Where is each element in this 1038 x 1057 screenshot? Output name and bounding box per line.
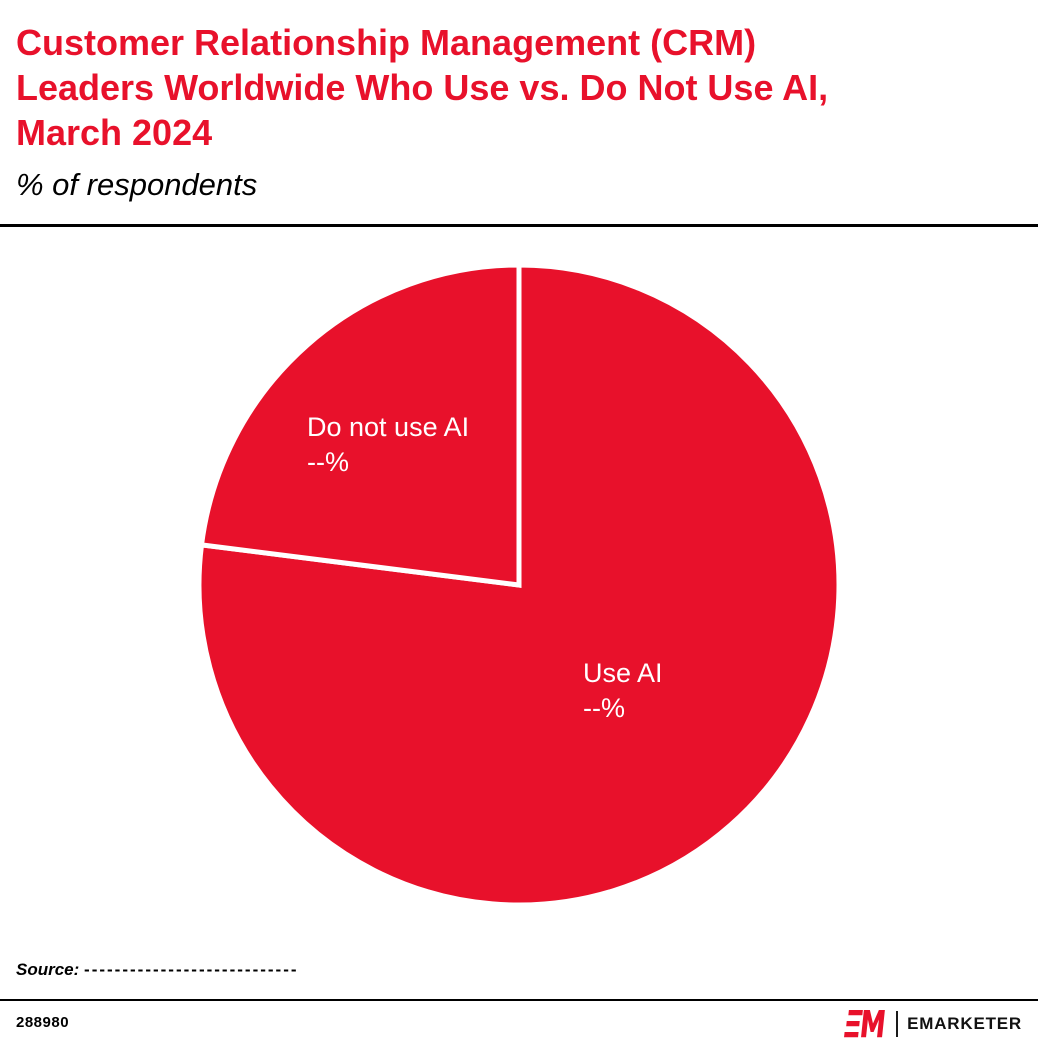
chart-title-line-2: Leaders Worldwide Who Use vs. Do Not Use…	[16, 67, 829, 108]
chart-title-line-3: March 2024	[16, 112, 213, 153]
brand-name: EMARKETER	[907, 1014, 1022, 1033]
pie-label-use-ai-value: --%	[583, 693, 625, 723]
source-value: ----------------------------	[84, 960, 299, 979]
chart-subtitle: % of respondents	[16, 167, 258, 202]
emarketer-logo: EMARKETER	[841, 1006, 1022, 1042]
pie-slice-do-not-use-ai	[198, 262, 522, 588]
footer-divider-rule	[0, 999, 1038, 1001]
header-divider-rule	[0, 224, 1038, 227]
chart-title: Customer Relationship Management (CRM) L…	[16, 20, 828, 155]
source-label: Source:	[16, 960, 80, 979]
pie-label-use-ai: Use AI --%	[583, 656, 663, 726]
pie-label-do-not-use-ai-text: Do not use AI	[307, 412, 470, 442]
source-row: Source: ----------------------------	[16, 960, 299, 980]
emarketer-logo-mark-icon	[844, 1010, 886, 1038]
pie-label-do-not-use-ai: Do not use AI --%	[307, 410, 469, 480]
chart-title-line-1: Customer Relationship Management (CRM)	[16, 22, 757, 63]
logo-separator	[896, 1011, 899, 1037]
pie-label-use-ai-text: Use AI	[583, 658, 663, 688]
chart-id: 288980	[16, 1014, 70, 1031]
pie-label-do-not-use-ai-value: --%	[307, 447, 349, 477]
